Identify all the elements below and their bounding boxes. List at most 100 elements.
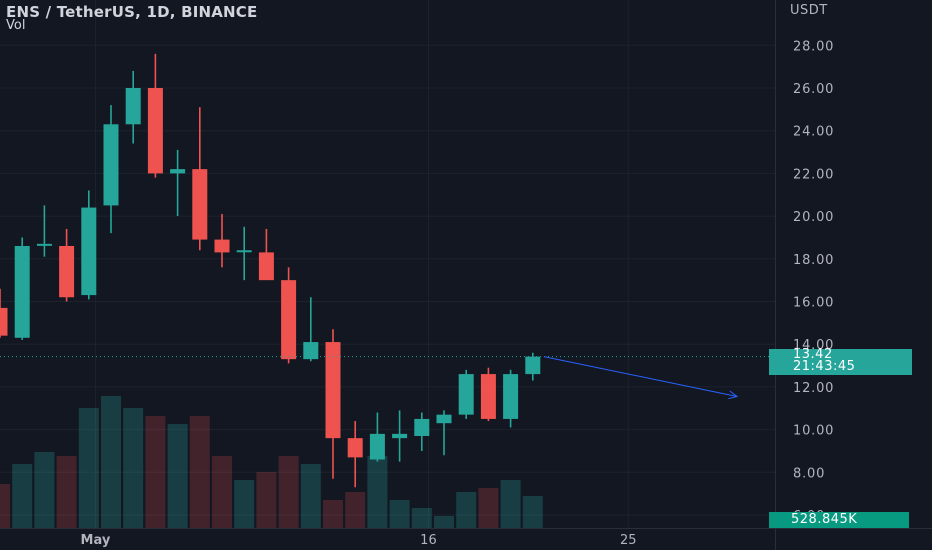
price-tick-label: 28.00: [793, 39, 834, 54]
candle[interactable]: [458, 369, 474, 419]
volume-bar: [167, 424, 188, 528]
volume-bar: [500, 480, 521, 528]
volume-bar: [278, 456, 299, 528]
candle-body: [325, 342, 341, 439]
candle-body: [14, 245, 30, 338]
current-price-badge: 13.42 21:43:45: [769, 346, 912, 375]
price-tick-label: 22.00: [793, 167, 834, 182]
candle[interactable]: [281, 267, 297, 364]
candle[interactable]: [347, 421, 363, 488]
candle-body: [414, 418, 430, 437]
price-axis-unit[interactable]: USDT: [790, 3, 828, 18]
candle-body: [236, 250, 252, 253]
candle[interactable]: [236, 226, 252, 281]
volume-bar: [323, 500, 343, 528]
candle-body: [192, 169, 208, 240]
price-axis[interactable]: 28.0026.0024.0022.0020.0018.0016.0014.00…: [793, 39, 834, 524]
candle-body: [347, 438, 363, 458]
candle-body: [503, 374, 519, 419]
price-tick-label: 10.00: [793, 424, 834, 439]
candle-body: [36, 243, 52, 246]
volume-bar: [456, 492, 477, 528]
volume-bar: [411, 508, 432, 528]
volume-bar: [389, 500, 410, 528]
time-tick-label: 16: [420, 533, 437, 548]
candle-body: [525, 356, 541, 375]
candle[interactable]: [303, 297, 319, 362]
volume-bar: [367, 456, 388, 528]
volume-bar: [256, 472, 277, 528]
candle[interactable]: [0, 288, 8, 338]
candle-body: [281, 280, 297, 360]
candle[interactable]: [525, 352, 541, 381]
candle[interactable]: [103, 105, 119, 234]
volume-bar: [522, 496, 543, 528]
volume-bar: [123, 408, 144, 528]
candle[interactable]: [480, 367, 496, 422]
volume-indicator-label[interactable]: Vol: [6, 18, 26, 33]
volume-bar: [189, 416, 210, 528]
candle[interactable]: [170, 149, 186, 217]
price-tick-label: 18.00: [793, 253, 834, 268]
volume-bars: [0, 396, 543, 528]
time-tick-label: 25: [620, 533, 637, 548]
price-tick-label: 12.00: [793, 381, 834, 396]
candle[interactable]: [14, 237, 30, 340]
candle-body: [436, 414, 452, 424]
volume-bar: [212, 456, 232, 528]
candle[interactable]: [81, 190, 97, 300]
volume-bar: [434, 516, 454, 528]
price-tick-label: 20.00: [793, 210, 834, 225]
volume-bar: [56, 456, 77, 528]
chart-title[interactable]: ENS / TetherUS, 1D, BINANCE: [6, 3, 258, 21]
candle-body: [303, 342, 319, 360]
candle-body: [214, 239, 230, 253]
candle-body: [170, 169, 186, 174]
price-tick-label: 8.00: [793, 466, 825, 481]
candle[interactable]: [503, 369, 519, 428]
candle[interactable]: [214, 213, 230, 268]
candle[interactable]: [36, 205, 52, 257]
time-axis[interactable]: May 16 25: [81, 533, 637, 548]
candle-body: [258, 252, 274, 281]
candle-body: [392, 433, 408, 439]
candle-body: [59, 245, 75, 298]
volume-bar: [145, 416, 166, 528]
candle-body: [0, 307, 8, 336]
arrow-line: [543, 356, 738, 397]
price-tick-label: 16.00: [793, 296, 834, 311]
volume-bar: [345, 492, 366, 528]
volume-bar: [101, 396, 121, 528]
arrow-head: [728, 390, 739, 400]
candlesticks[interactable]: [0, 53, 541, 488]
candle-body: [369, 433, 385, 460]
volume-bar: [0, 484, 10, 528]
candle[interactable]: [258, 228, 274, 281]
projection-arrow[interactable]: [543, 356, 739, 400]
candle[interactable]: [414, 412, 430, 451]
candle-body: [81, 207, 97, 296]
candle[interactable]: [325, 329, 341, 479]
candle[interactable]: [392, 410, 408, 462]
candle-countdown: 21:43:45: [793, 359, 856, 375]
candle[interactable]: [436, 410, 452, 456]
candle[interactable]: [192, 107, 208, 251]
candle[interactable]: [369, 412, 385, 462]
candle-body: [103, 124, 119, 206]
volume-bar: [12, 464, 33, 528]
candle-body: [458, 374, 474, 415]
volume-bar: [78, 408, 99, 528]
candle[interactable]: [125, 70, 141, 144]
volume-bar: [34, 452, 55, 528]
price-tick-label: 26.00: [793, 82, 834, 97]
volume-bar: [478, 488, 499, 528]
time-tick-label: May: [81, 533, 111, 548]
current-price-value: 13.42: [793, 346, 833, 362]
volume-value-badge: 528.845K: [769, 512, 909, 528]
candle[interactable]: [59, 228, 75, 302]
candle-body: [125, 88, 141, 125]
candle[interactable]: [147, 53, 163, 178]
price-tick-label: 24.00: [793, 125, 834, 140]
volume-bar: [300, 464, 321, 528]
